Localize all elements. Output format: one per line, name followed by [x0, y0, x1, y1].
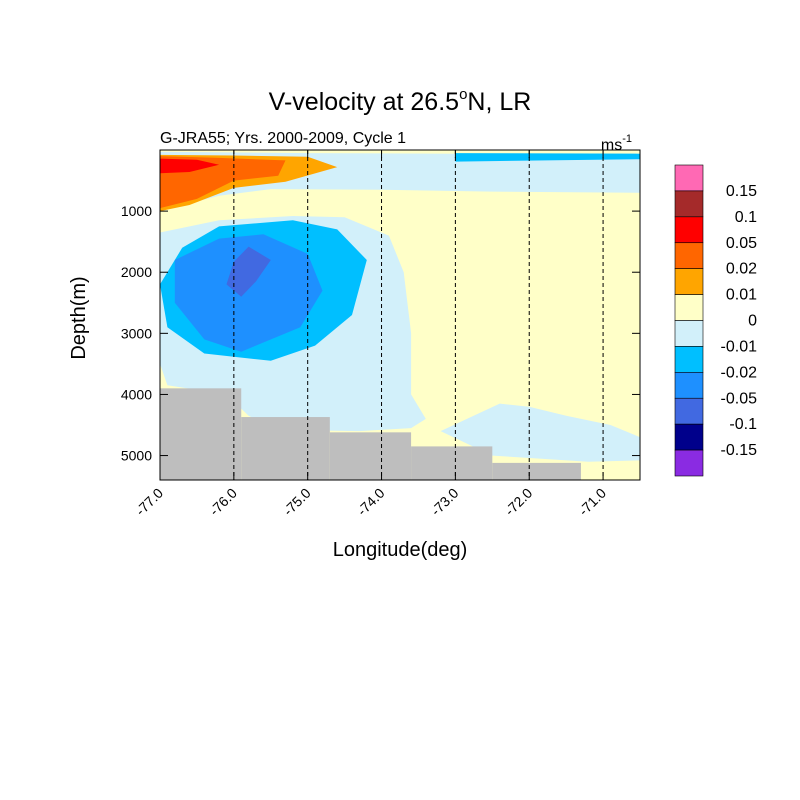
colorbar-label-0: 0.15 [726, 183, 757, 200]
colorbar-label-2: 0.05 [726, 235, 757, 252]
contour-region-5 [174, 234, 323, 352]
x-tick-label-5: -72.0 [501, 485, 535, 519]
y-tick-label-3: 4000 [121, 386, 152, 402]
colorbar-label-4: 0.01 [726, 287, 757, 304]
x-tick-label-4: -73.0 [428, 485, 462, 519]
colorbar-swatch-10 [674, 423, 704, 451]
contour-plot [160, 150, 640, 480]
y-tick-label-4: 5000 [121, 448, 152, 464]
colorbar-swatch-11 [674, 449, 704, 477]
colorbar-swatch-3 [674, 242, 704, 269]
colorbar-label-10: -0.15 [721, 442, 758, 459]
colorbar-label-7: -0.02 [721, 364, 758, 381]
x-tick-label-2: -75.0 [280, 485, 314, 519]
colorbar-swatch-0 [674, 164, 704, 192]
colorbar-swatch-9 [674, 397, 704, 425]
chart-subtitle: G-JRA55; Yrs. 2000-2009, Cycle 1 [160, 130, 406, 147]
plot-frame [159, 149, 641, 481]
x-tick-label-3: -74.0 [354, 485, 388, 519]
y-axis-ticks: 1000 2000 3000 4000 5000 [121, 203, 640, 464]
land-step-0 [160, 388, 242, 480]
land-mask [160, 388, 581, 480]
colorbar: 0.15 0.1 0.05 0.02 0.01 0 -0.01 -0.02 -0.05 -0.1 -… [674, 164, 758, 477]
x-tick-label-6: -71.0 [575, 485, 609, 519]
colorbar-swatch-7 [674, 346, 704, 373]
y-tick-label-1: 2000 [121, 264, 152, 280]
colorbar-swatch-8 [674, 372, 704, 399]
colorbar-label-6: -0.01 [721, 338, 758, 355]
land-step-2 [329, 432, 412, 480]
colorbar-swatch-6 [674, 320, 704, 347]
colorbar-swatch-2 [674, 216, 704, 244]
land-step-4 [492, 462, 581, 480]
contour-region-6 [226, 246, 271, 297]
x-tick-label-0: -77.0 [132, 485, 166, 519]
colorbar-swatch-1 [674, 190, 704, 218]
land-step-1 [241, 417, 330, 480]
x-axis-label: Longitude(deg) [333, 539, 468, 561]
y-tick-label-2: 3000 [121, 325, 152, 341]
colorbar-label-5: 0 [748, 313, 757, 330]
x-tick-label-1: -76.0 [206, 485, 240, 519]
colorbar-label-1: 0.1 [735, 209, 757, 226]
y-tick-label-0: 1000 [121, 203, 152, 219]
units-label: ms-1 [601, 133, 632, 154]
colorbar-label-9: -0.1 [729, 416, 757, 433]
colorbar-swatch-5 [674, 294, 704, 321]
contour-region-3 [455, 153, 640, 162]
land-step-3 [411, 446, 493, 480]
colorbar-label-3: 0.02 [726, 261, 757, 278]
y-axis-label: Depth(m) [68, 276, 90, 359]
colorbar-label-8: -0.05 [721, 390, 758, 407]
contour-region-9 [160, 158, 220, 174]
colorbar-swatch-4 [674, 268, 704, 295]
chart-title: V-velocity at 26.5oN, LR [269, 86, 532, 116]
